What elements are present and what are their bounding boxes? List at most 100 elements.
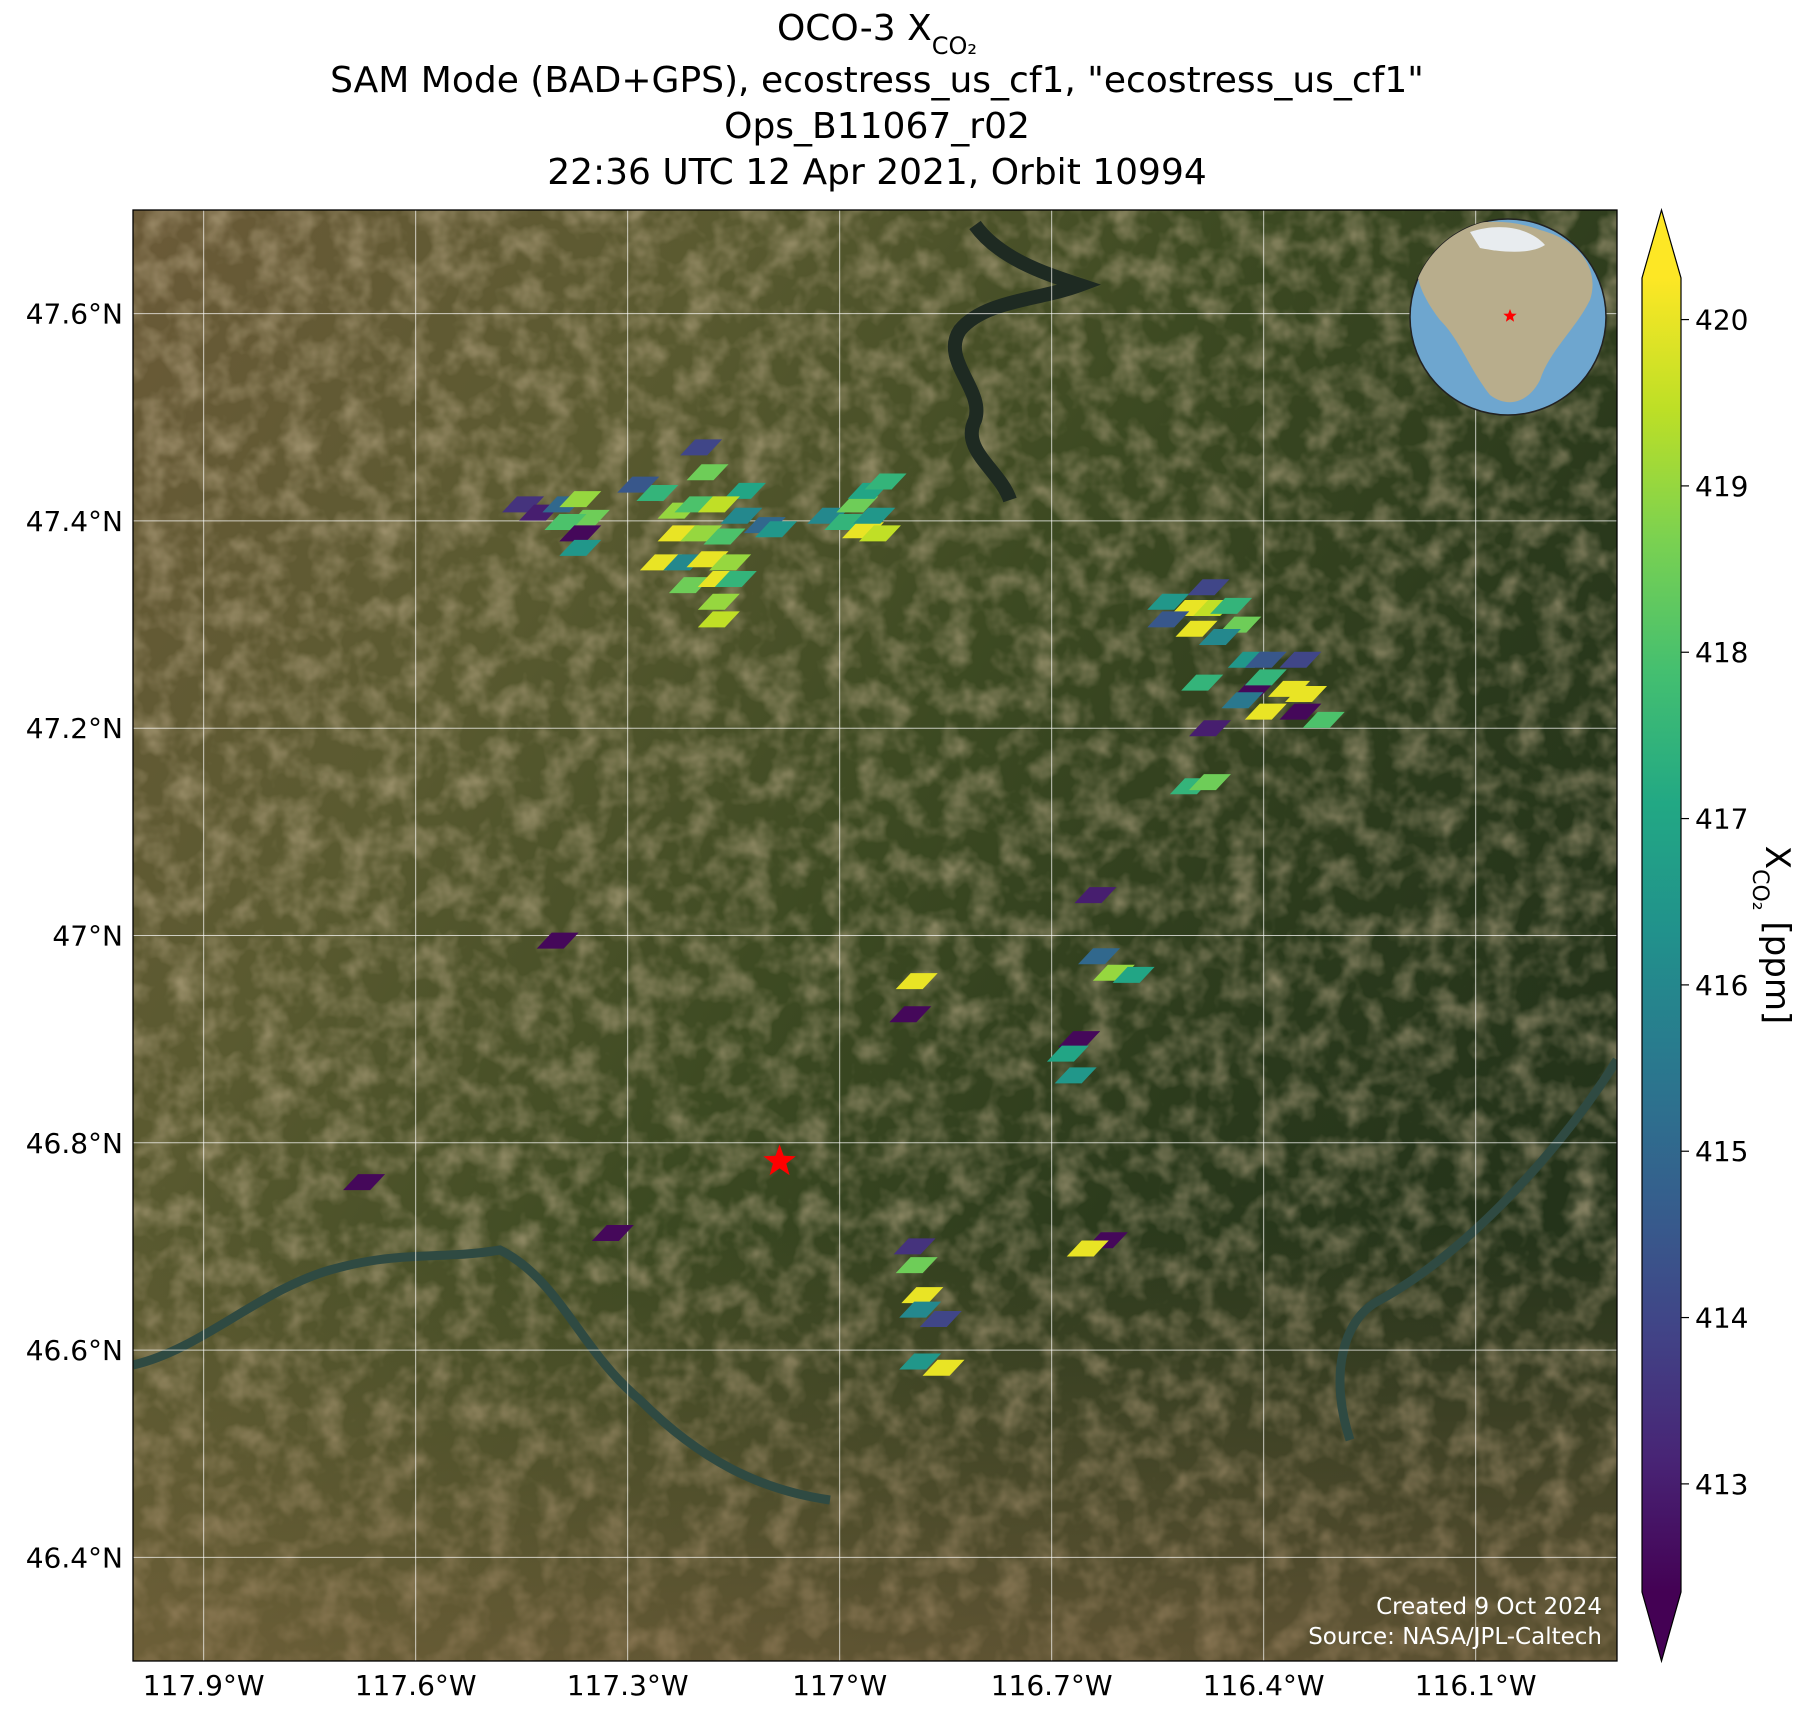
sounding	[1285, 686, 1328, 703]
sounding	[680, 439, 723, 456]
y-tick-label: 47.6°N	[26, 298, 123, 331]
sounding	[686, 464, 729, 481]
sounding	[709, 554, 752, 571]
sounding	[544, 513, 587, 530]
sounding	[674, 496, 717, 513]
subtitle: 22:36 UTC 12 Apr 2021, Orbit 10994	[547, 152, 1207, 193]
sounding	[1058, 1031, 1101, 1048]
sounding	[1092, 964, 1135, 981]
sounding	[858, 525, 901, 542]
sounding	[1188, 774, 1231, 791]
sounding	[657, 525, 700, 542]
x-tick-label: 117.3°W	[567, 1669, 689, 1702]
sounding	[714, 570, 757, 587]
sounding	[743, 517, 786, 534]
sounding	[1112, 966, 1155, 983]
colorbar-label-main: X	[1757, 846, 1797, 869]
sounding	[755, 521, 798, 538]
sounding	[824, 513, 867, 530]
colorbar-label-subscript: CO₂	[1748, 869, 1773, 911]
sounding	[1244, 651, 1287, 668]
sounding	[1046, 1045, 1089, 1062]
sounding	[1074, 887, 1117, 904]
sounding	[1066, 1240, 1109, 1257]
sounding	[636, 484, 679, 501]
globe-location	[1503, 309, 1517, 322]
title-main: OCO-3 X	[777, 8, 932, 49]
sounding	[697, 593, 740, 610]
sounding	[895, 973, 938, 990]
sounding	[559, 539, 602, 556]
sounding	[889, 1006, 932, 1023]
colorbar-tick-label: 419	[1695, 470, 1748, 503]
sounding	[639, 554, 682, 571]
sounding	[343, 1174, 386, 1191]
sounding	[1198, 629, 1241, 646]
sounding	[1181, 674, 1224, 691]
sounding	[502, 496, 545, 513]
sounding	[901, 1287, 944, 1304]
sounding	[1188, 720, 1231, 737]
chart-title: OCO-3 XCO₂	[777, 8, 977, 60]
sounding	[919, 1310, 962, 1327]
subtitle: SAM Mode (BAD+GPS), ecostress_us_cf1, "e…	[330, 60, 1424, 101]
sounding	[899, 1353, 942, 1370]
soundings	[343, 439, 1345, 1376]
x-tick-label: 116.7°W	[991, 1669, 1113, 1702]
y-tick-label: 46.6°N	[26, 1334, 123, 1367]
sounding	[1279, 651, 1322, 668]
sounding	[1078, 948, 1121, 965]
sounding	[1279, 703, 1322, 720]
colorbar-tick-label: 415	[1695, 1135, 1748, 1168]
sounding	[853, 507, 896, 524]
target-star	[763, 1144, 796, 1176]
x-tick-label: 117.9°W	[143, 1669, 265, 1702]
colorbar-tick-label: 417	[1695, 803, 1748, 836]
sounding	[1147, 593, 1190, 610]
colorbar-extend-max	[1642, 210, 1681, 278]
colorbar-tick-label: 414	[1695, 1302, 1748, 1335]
sounding	[1054, 1067, 1097, 1084]
sounding	[1244, 703, 1287, 720]
map-frame	[132, 209, 1618, 1662]
sounding	[559, 491, 602, 508]
sounding	[893, 1238, 936, 1255]
sounding	[686, 551, 729, 568]
x-tick-label: 117.6°W	[355, 1669, 477, 1702]
sounding	[1187, 579, 1230, 596]
sounding	[1244, 669, 1287, 686]
sounding	[697, 611, 740, 628]
sounding	[864, 473, 907, 490]
sounding	[668, 577, 711, 594]
x-tick-label: 117°W	[792, 1669, 887, 1702]
y-tick-label: 47°N	[52, 920, 123, 953]
y-tick-label: 46.8°N	[26, 1127, 123, 1160]
sounding	[1221, 692, 1264, 709]
colorbar-tick-label: 418	[1695, 636, 1748, 669]
sounding	[1175, 620, 1218, 637]
sounding	[663, 554, 706, 571]
colorbar-tick-label: 420	[1695, 304, 1748, 337]
colorbar-tick-label: 413	[1695, 1468, 1748, 1501]
sounding	[536, 932, 579, 949]
sounding	[559, 525, 602, 542]
colorbar: 413 414 415 416 417 418 419 420	[1641, 207, 1748, 1664]
sounding	[720, 507, 763, 524]
footer-text: Source: NASA/JPL-Caltech	[1308, 1624, 1602, 1650]
colorbar-tick-label: 416	[1695, 969, 1748, 1002]
title-subscript: CO₂	[932, 32, 977, 60]
colorbar-label-unit: [ppm]	[1757, 911, 1797, 1025]
footer-text: Created 9 Oct 2024	[1376, 1594, 1602, 1620]
sounding	[680, 525, 723, 542]
colorbar-extend-min	[1642, 1592, 1681, 1661]
sounding	[697, 496, 740, 513]
sounding	[617, 476, 660, 493]
subtitle: Ops_B11067_r02	[724, 106, 1030, 147]
y-tick-label: 47.4°N	[26, 505, 123, 538]
sounding	[895, 1257, 938, 1274]
sounding	[1210, 597, 1253, 614]
sounding	[1268, 680, 1311, 697]
colorbar-outline	[1641, 207, 1682, 1664]
colorbar-body	[1642, 278, 1681, 1592]
